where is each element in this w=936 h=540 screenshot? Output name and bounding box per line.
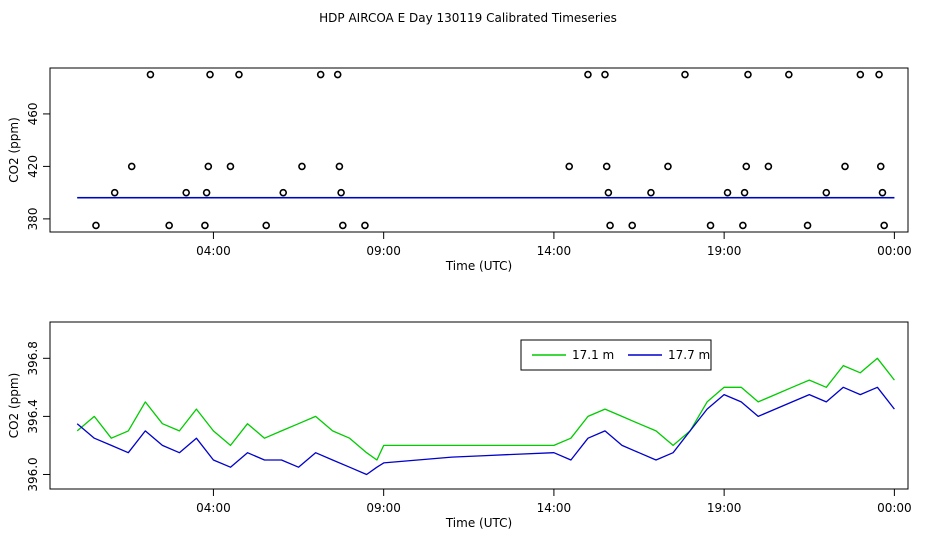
y-tick-label-bottom: 396.8 — [26, 341, 40, 375]
data-point — [316, 70, 325, 79]
x-tick-label-bottom: 00:00 — [877, 501, 912, 515]
x-axis-label-top: Time (UTC) — [445, 259, 512, 273]
x-tick-label-top: 09:00 — [366, 244, 401, 258]
data-point — [880, 221, 888, 230]
plot-frame-top — [49, 67, 909, 233]
data-point — [875, 70, 883, 79]
data-point — [206, 70, 214, 79]
data-point — [606, 221, 614, 230]
data-point — [165, 221, 173, 230]
data-point — [201, 221, 209, 230]
data-point — [279, 188, 288, 197]
data-point — [742, 162, 751, 171]
x-tick-label-bottom: 04:00 — [196, 501, 231, 515]
data-point — [841, 162, 849, 171]
legend-label-17.1m: 17.1 m — [572, 348, 614, 362]
series-line-17.7m — [76, 386, 895, 476]
data-point — [803, 221, 812, 230]
data-point — [740, 188, 749, 197]
data-point — [664, 162, 672, 171]
data-point — [335, 162, 344, 171]
data-point — [361, 221, 369, 230]
x-tick-label-bottom: 09:00 — [366, 501, 401, 515]
x-tick-label-top: 14:00 — [537, 244, 572, 258]
data-point — [647, 188, 655, 197]
data-point — [262, 221, 271, 230]
data-point — [146, 70, 155, 79]
data-point — [876, 162, 885, 171]
data-point — [226, 162, 235, 171]
data-point — [235, 70, 243, 79]
x-tick-label-top: 19:00 — [707, 244, 742, 258]
data-point — [202, 188, 211, 197]
data-point — [628, 221, 637, 230]
series-line-17.1m — [76, 357, 895, 461]
y-tick-label-bottom: 396.0 — [26, 457, 40, 491]
data-point — [739, 221, 747, 230]
y-tick-label-top: 380 — [26, 207, 40, 230]
data-point — [204, 162, 213, 171]
data-point — [601, 70, 609, 79]
data-point — [110, 188, 119, 197]
plot-frame-bottom — [49, 321, 909, 490]
data-point — [822, 188, 831, 197]
data-point — [706, 221, 715, 230]
legend: 17.1 m 17.7 m — [520, 339, 712, 371]
x-tick-label-top: 00:00 — [877, 244, 912, 258]
y-tick-label-bottom: 396.4 — [26, 399, 40, 433]
x-axis-label-bottom: Time (UTC) — [445, 516, 512, 530]
data-point — [339, 221, 347, 230]
y-tick-label-top: 420 — [26, 155, 40, 178]
data-point — [298, 162, 306, 171]
data-point — [127, 162, 136, 171]
data-point — [565, 162, 574, 171]
y-axis-label-bottom: CO2 (ppm) — [7, 373, 21, 439]
chart-title: HDP AIRCOA E Day 130119 Calibrated Times… — [319, 11, 617, 25]
data-point — [723, 188, 732, 197]
data-point — [744, 70, 752, 79]
data-point — [764, 162, 773, 171]
y-tick-label-top: 460 — [26, 102, 40, 125]
data-point — [602, 162, 611, 171]
x-tick-label-bottom: 19:00 — [707, 501, 742, 515]
legend-label-17.7m: 17.7 m — [668, 348, 710, 362]
data-point — [681, 70, 689, 79]
data-point — [584, 70, 592, 79]
y-axis-label-top: CO2 (ppm) — [7, 117, 21, 183]
data-point — [604, 188, 613, 197]
data-point — [333, 70, 342, 79]
x-tick-label-top: 04:00 — [196, 244, 231, 258]
data-point — [785, 70, 793, 79]
data-point — [92, 221, 100, 230]
data-point — [337, 188, 345, 197]
data-point — [182, 188, 190, 197]
data-point — [856, 70, 865, 79]
data-point — [878, 188, 887, 197]
top-panel: 04:00 09:00 14:00 19:00 00:00 380 420 460 Time (… — [7, 67, 912, 273]
x-tick-label-bottom: 14:00 — [537, 501, 572, 515]
bottom-panel: 04:00 09:00 14:00 19:00 00:00 396.0 396.4 396.8… — [7, 321, 912, 530]
